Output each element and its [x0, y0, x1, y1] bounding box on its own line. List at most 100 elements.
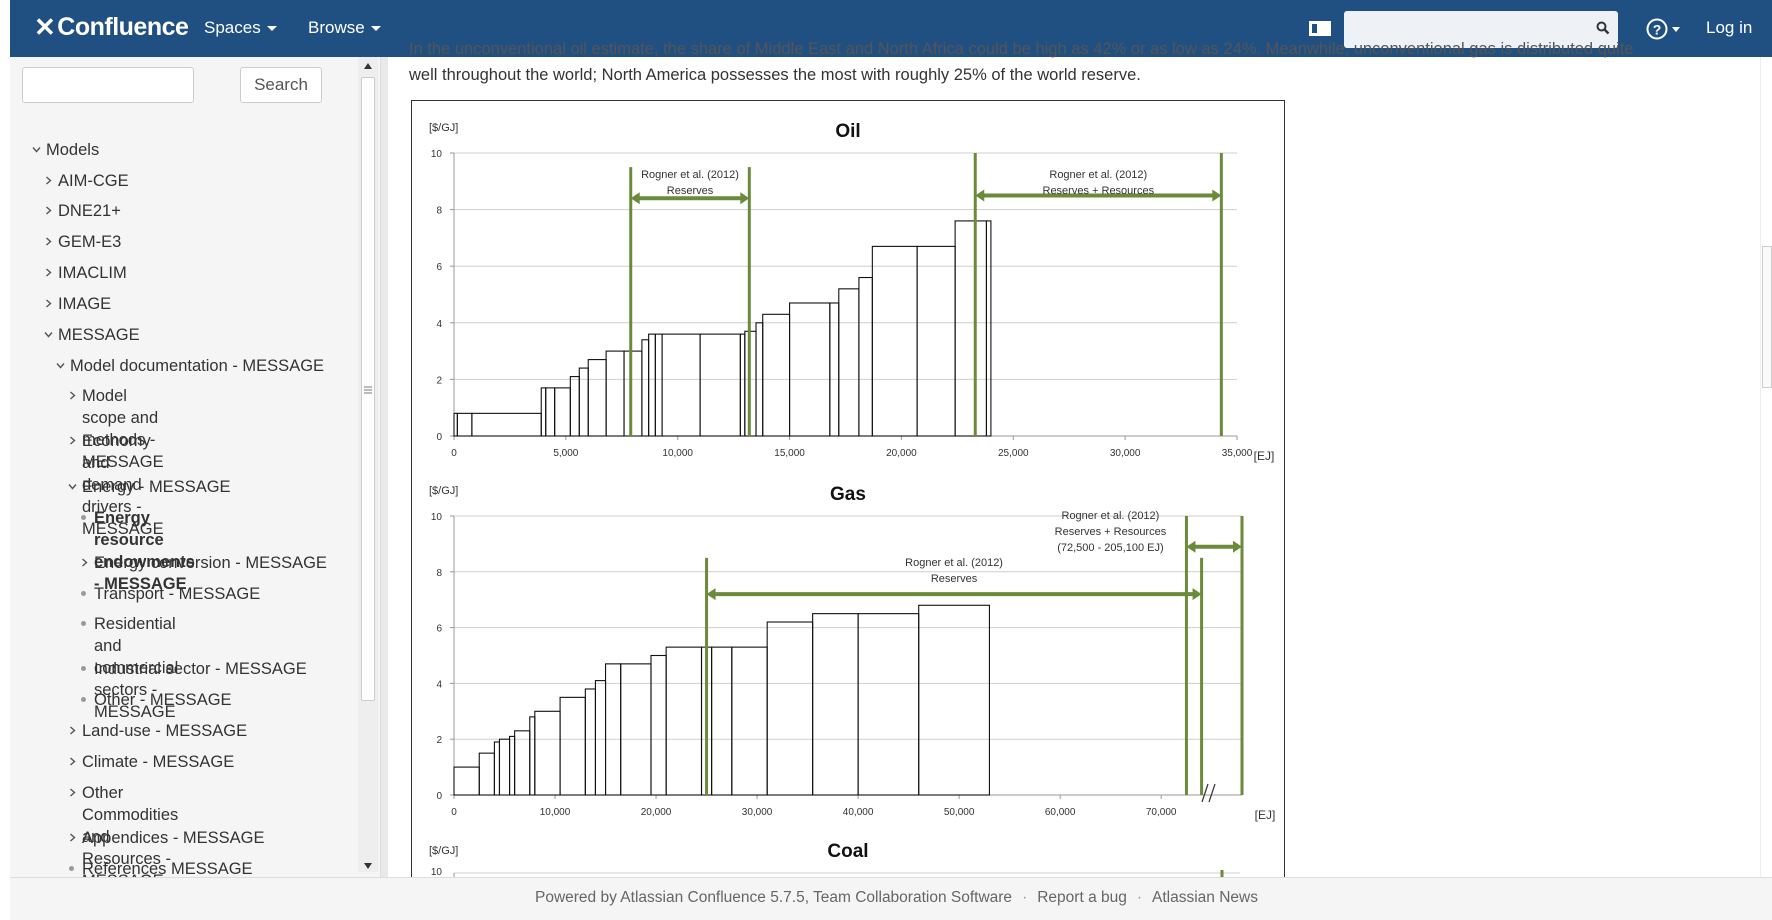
sidebar-item-label: Models [46, 141, 100, 159]
oil-y-tick-label: 10 [431, 149, 443, 160]
gas-x-tick-label: 60,000 [1045, 807, 1076, 818]
chevron-right-icon[interactable] [68, 391, 77, 400]
chevron-right-icon[interactable] [68, 788, 77, 797]
sidebar-item-label: IMAGE [58, 295, 112, 313]
chevron-down-icon [370, 26, 381, 32]
sidebar-item-label: Industrial sector - MESSAGE [94, 660, 307, 678]
range-arrow-head-right [740, 192, 750, 205]
sidebar-item-label: Climate - MESSAGE [82, 753, 235, 771]
chevron-right-icon[interactable] [44, 176, 53, 185]
oil-supply-bar [739, 333, 746, 437]
chevron-down-icon[interactable] [44, 330, 53, 339]
content-scrollbar-thumb[interactable] [1762, 246, 1772, 388]
chevron-right-icon[interactable] [44, 237, 53, 246]
oil-x-axis-label: [EJ] [1254, 449, 1275, 463]
sidebar-item-label: Transport - MESSAGE [94, 585, 261, 603]
chevron-right-icon[interactable] [68, 833, 77, 842]
logo-text: Confluence [57, 13, 189, 41]
gas-supply-bar [514, 730, 531, 796]
oil-x-tick-label: 30,000 [1110, 448, 1141, 459]
oil-x-tick-label: 20,000 [886, 448, 917, 459]
scroll-grip-icon [364, 386, 372, 394]
oil-y-tick-label: 2 [436, 375, 442, 386]
sidebar-search-button[interactable]: Search [240, 67, 322, 103]
oil-supply-bar [569, 376, 580, 437]
sidebar-item-label: Residential and commercial sectors - MES… [94, 615, 179, 721]
sidebar-toggle-icon[interactable] [1308, 18, 1332, 38]
chevron-right-icon[interactable] [44, 206, 53, 215]
scroll-up-icon[interactable] [363, 62, 373, 70]
oil-x-tick-label: 5,000 [553, 448, 578, 459]
gas-x-tick-label: 10,000 [540, 807, 571, 818]
sidebar-item-label: Appendices - MESSAGE [82, 829, 265, 847]
chevron-right-icon[interactable] [68, 726, 77, 735]
search-icon[interactable] [1596, 21, 1610, 35]
bullet-icon [81, 515, 86, 520]
coal-y-axis-label: [$/GJ] [429, 845, 458, 857]
gas-supply-bar [812, 613, 859, 796]
gas-range-label: Reserves + Resources [1055, 526, 1167, 538]
chevron-right-icon[interactable] [80, 558, 89, 567]
range-arrow-head-right [1233, 540, 1242, 553]
sidebar-item-label: DNE21+ [58, 202, 121, 220]
sidebar-item-label: Economy and demand drivers - MESSAGE [82, 432, 164, 538]
oil-supply-bar [985, 220, 992, 437]
bullet-icon [81, 697, 86, 702]
chevron-right-icon[interactable] [68, 757, 77, 766]
report-bug-link[interactable]: Report a bug [1037, 889, 1127, 906]
login-link[interactable]: Log in [1706, 18, 1753, 37]
sidebar-item-label: AIM-CGE [58, 172, 129, 190]
oil-supply-bar [954, 220, 987, 437]
chevron-down-icon [266, 26, 277, 32]
oil-supply-bar [587, 359, 607, 437]
sidebar-item-label: References MESSAGE [82, 860, 253, 878]
help-menu[interactable]: ? [1645, 16, 1680, 42]
gas-supply-bar [594, 680, 607, 796]
browse-menu[interactable]: Browse [308, 18, 381, 38]
coal-chart-title: Coal [827, 841, 868, 862]
content-scrollbar[interactable] [1760, 57, 1772, 877]
chevron-down-icon[interactable] [68, 482, 77, 491]
chevron-right-icon[interactable] [44, 268, 53, 277]
gas-supply-bar [665, 646, 703, 796]
oil-range-arrow [975, 189, 1222, 202]
svg-text:?: ? [1653, 22, 1662, 38]
gas-chart-title: Gas [830, 484, 866, 505]
gas-x-tick-label: 0 [451, 807, 457, 818]
gas-range-arrow [706, 588, 1202, 601]
chevron-down-icon[interactable] [32, 145, 41, 154]
sidebar-resize-handle[interactable] [380, 57, 388, 877]
oil-supply-bar [648, 333, 656, 437]
gas-y-tick-label: 8 [436, 568, 442, 579]
chevron-right-icon[interactable] [44, 299, 53, 308]
oil-x-tick-label: 15,000 [774, 448, 805, 459]
oil-y-tick-label: 8 [436, 206, 442, 217]
oil-supply-bar [540, 387, 547, 437]
confluence-logo[interactable]: ✕ Confluence [34, 12, 189, 43]
header-search-input[interactable] [1344, 11, 1618, 48]
range-arrow-head-left [975, 189, 985, 202]
spaces-menu[interactable]: Spaces [204, 18, 277, 38]
resource-cost-figure: Oil [$/GJ] [EJ] 0 2 4 6 8 10 0 5,000 10,000 15,000 20… [411, 100, 1285, 880]
gas-supply-bar [711, 646, 733, 796]
oil-supply-bar [471, 412, 542, 437]
sidebar-item-label: Land-use - MESSAGE [82, 722, 248, 740]
gas-supply-bar [493, 741, 501, 796]
oil-supply-bar [858, 276, 873, 437]
gas-x-tick-label: 70,000 [1146, 807, 1177, 818]
sidebar-item-label: Energy conversion - MESSAGE [94, 554, 327, 572]
chevron-down-icon[interactable] [56, 361, 65, 370]
atlassian-news-link[interactable]: Atlassian News [1152, 889, 1258, 906]
scroll-down-icon[interactable] [363, 862, 373, 870]
gas-x-tick-label: 30,000 [742, 807, 773, 818]
sidebar-search-input[interactable] [22, 67, 194, 103]
sidebar-item-label: GEM-E3 [58, 233, 122, 251]
chevron-right-icon[interactable] [68, 436, 77, 445]
bullet-icon [81, 591, 86, 596]
oil-supply-bar [661, 333, 701, 437]
gas-y-tick-label: 2 [436, 735, 442, 746]
sidebar-scrollbar-thumb[interactable] [361, 77, 375, 701]
footer: Powered by Atlassian Confluence 5.7.5, T… [10, 877, 1772, 920]
oil-supply-bar [578, 367, 589, 437]
range-arrow-head-right [1192, 588, 1202, 601]
